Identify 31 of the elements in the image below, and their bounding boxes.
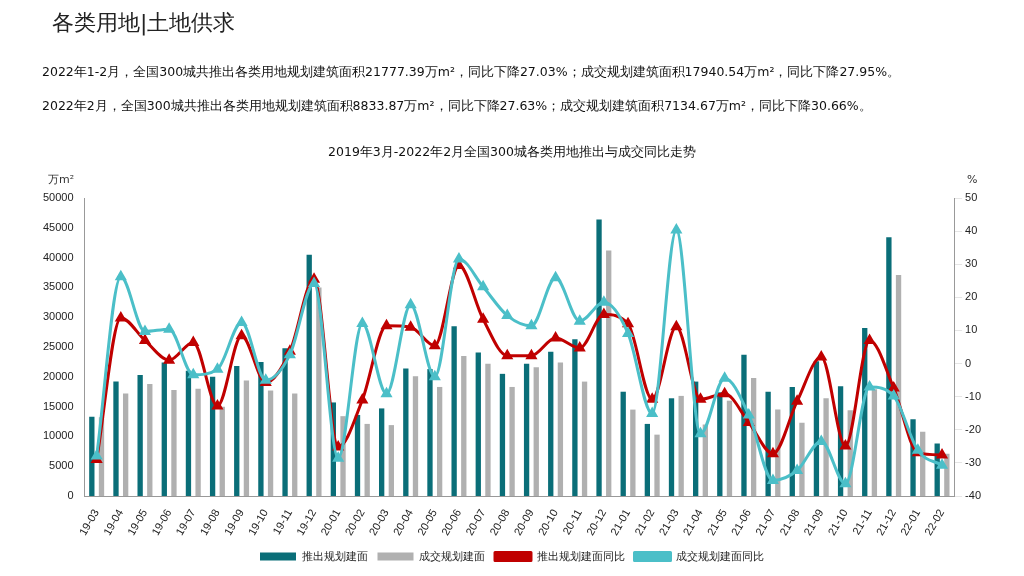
- legend-label: 推出规划建面同比: [536, 549, 625, 562]
- y-tick-label: 50000: [42, 191, 74, 204]
- legend-label: 成交规划建面: [419, 549, 485, 562]
- y-axis-title: 万m²: [48, 173, 75, 187]
- y-tick-label: 20000: [42, 369, 74, 382]
- y2-tick-label: 30: [965, 257, 978, 270]
- y-tick-label: 0: [67, 489, 74, 502]
- y2-axis-title: %: [966, 173, 978, 187]
- text: 2022年1-2月，全国300城共推出各类用地规划建筑面积21777.39万m²，同比下降27.03%；成交规划建筑面积17940.54万m²，同比下降27.95%。: [42, 64, 901, 81]
- y2-tick-label: 0: [965, 356, 972, 369]
- y-tick-label: 25000: [42, 340, 74, 353]
- y2-tick-label: 10: [965, 323, 978, 336]
- y-tick-label: 5000: [49, 459, 74, 472]
- y-tick-label: 10000: [42, 429, 74, 442]
- y2-tick-label: -30: [965, 455, 982, 468]
- y-tick-label: 40000: [42, 250, 74, 263]
- y2-tick-label: 50: [965, 191, 978, 204]
- y2-tick-label: 40: [965, 224, 978, 237]
- legend-label: 成交规划建面同比: [676, 549, 764, 562]
- chart-subtitle: 2019年3月-2022年2月全国300城各类用地推出与成交同比走势: [327, 144, 697, 161]
- y-tick-label: 45000: [42, 220, 74, 233]
- y2-tick-label: 20: [965, 290, 978, 303]
- text: 2022年2月，全国300城共推出各类用地规划建筑面积8833.87万m²，同比下降27.63%；成交规划建筑面积7134.67万m²，同比下降30.66%。: [42, 98, 872, 115]
- y-tick-label: 30000: [42, 310, 74, 323]
- y2-tick-label: -20: [965, 422, 982, 435]
- y2-tick-label: -40: [965, 489, 982, 502]
- y2-tick-label: -10: [965, 389, 982, 402]
- y-tick-label: 15000: [42, 399, 74, 412]
- y-tick-label: 35000: [42, 280, 74, 293]
- chart-title: 各类用地|土地供求: [52, 9, 236, 38]
- legend-label: 推出规划建面: [301, 549, 368, 562]
